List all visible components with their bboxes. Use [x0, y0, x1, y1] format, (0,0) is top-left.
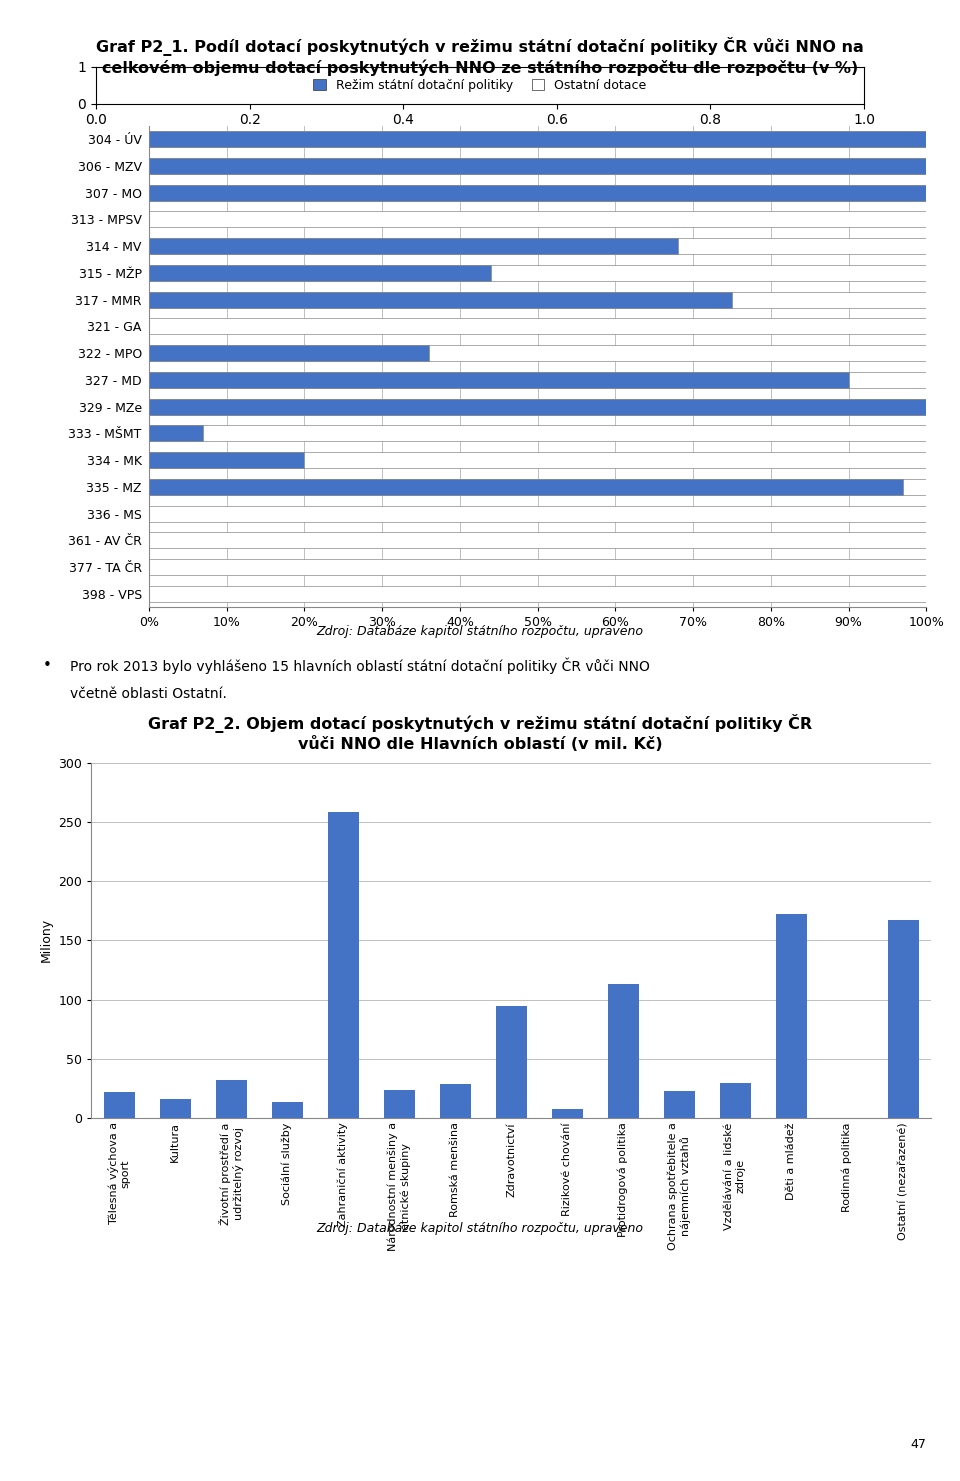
Bar	[149, 372, 926, 388]
Text: Zdroj: Databáze kapitol státního rozpočtu, upraveno: Zdroj: Databáze kapitol státního rozpočt…	[317, 1222, 643, 1235]
Bar	[149, 345, 429, 361]
Y-axis label: Miliony: Miliony	[39, 918, 53, 963]
Bar	[149, 132, 926, 147]
Bar	[149, 238, 926, 255]
Text: celkovém objemu dotací poskytnutých NNO ze státního rozpočtu dle rozpočtu (v %): celkovém objemu dotací poskytnutých NNO …	[102, 59, 858, 76]
Bar	[327, 813, 359, 1118]
Bar	[149, 158, 926, 173]
Text: 47: 47	[910, 1438, 926, 1451]
Bar	[149, 185, 926, 201]
Bar	[888, 920, 919, 1118]
Bar	[552, 1109, 583, 1118]
Bar	[216, 1080, 247, 1118]
Bar	[272, 1102, 302, 1118]
Bar	[776, 914, 806, 1118]
Bar	[149, 318, 926, 335]
Bar	[149, 292, 926, 308]
Bar	[149, 478, 926, 495]
Bar	[608, 985, 638, 1118]
Bar	[149, 398, 926, 415]
Text: vůči NNO dle Hlavních oblastí (v mil. Kč): vůči NNO dle Hlavních oblastí (v mil. Kč…	[298, 736, 662, 752]
Bar	[149, 265, 491, 281]
Bar	[104, 1091, 134, 1118]
Bar	[149, 505, 926, 521]
Bar	[149, 560, 926, 575]
Bar	[149, 212, 926, 228]
Bar	[149, 586, 926, 601]
Bar	[149, 478, 903, 495]
Text: Graf P2_1. Podíl dotací poskytnutých v režimu státní dotační politiky ČR vůči NN: Graf P2_1. Podíl dotací poskytnutých v r…	[96, 37, 864, 56]
Bar	[149, 532, 926, 548]
Bar	[149, 185, 926, 201]
Bar	[149, 372, 849, 388]
Bar	[149, 425, 204, 441]
Bar	[663, 1091, 695, 1118]
Bar	[149, 452, 926, 468]
Bar	[149, 132, 926, 147]
Bar	[384, 1090, 415, 1118]
Text: Zdroj: Databáze kapitol státního rozpočtu, upraveno: Zdroj: Databáze kapitol státního rozpočt…	[317, 625, 643, 638]
Bar	[149, 452, 304, 468]
Text: včetně oblasti Ostatní.: včetně oblasti Ostatní.	[70, 687, 227, 701]
Legend: Režim státní dotační politiky, Ostatní dotace: Režim státní dotační politiky, Ostatní d…	[308, 74, 652, 96]
Bar	[495, 1006, 527, 1118]
Bar	[149, 345, 926, 361]
Bar	[149, 398, 926, 415]
Bar	[720, 1083, 751, 1118]
Bar	[149, 158, 926, 173]
Bar	[159, 1099, 191, 1118]
Bar	[440, 1084, 470, 1118]
Bar	[149, 292, 732, 308]
Bar	[149, 265, 926, 281]
Bar	[149, 238, 678, 255]
Bar	[149, 425, 926, 441]
Text: •: •	[43, 658, 52, 672]
Text: Pro rok 2013 bylo vyhlášeno 15 hlavních oblastí státní dotační politiky ČR vůči : Pro rok 2013 bylo vyhlášeno 15 hlavních …	[70, 658, 650, 674]
Text: Graf P2_2. Objem dotací poskytnutých v režimu státní dotační politiky ČR: Graf P2_2. Objem dotací poskytnutých v r…	[148, 714, 812, 733]
